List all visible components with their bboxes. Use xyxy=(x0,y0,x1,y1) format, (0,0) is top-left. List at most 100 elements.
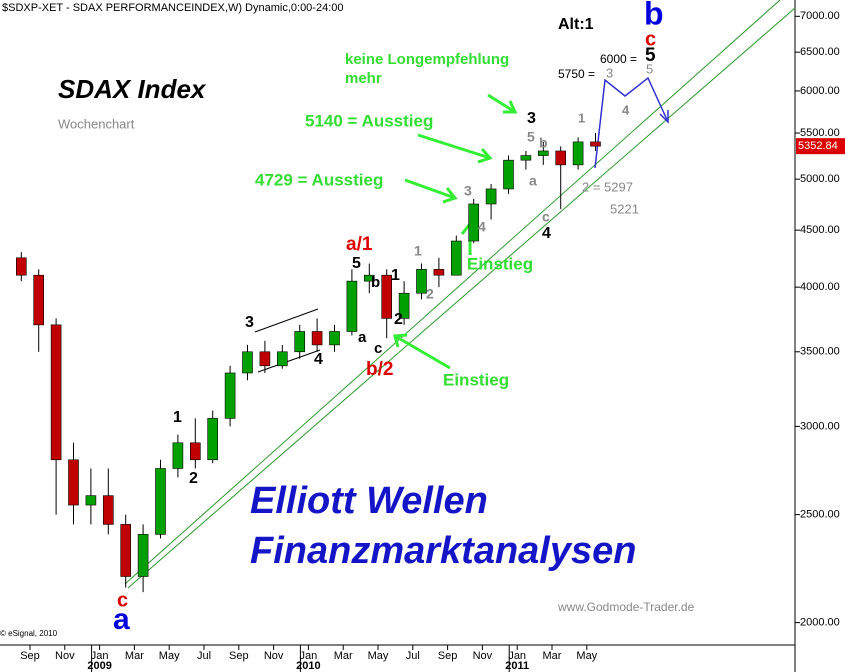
year-label: 2010 xyxy=(296,660,320,672)
x-tick-label: Nov xyxy=(473,650,493,662)
candle-body xyxy=(155,468,166,535)
y-tick-label: 4000.00 xyxy=(800,281,840,293)
y-tick-label: 5000.00 xyxy=(800,173,840,185)
candle-body xyxy=(537,150,549,156)
annotation: 3 xyxy=(606,65,613,80)
annotation: Wochenchart xyxy=(58,116,135,131)
annotation: 5 xyxy=(646,61,653,76)
candle-body xyxy=(416,269,427,294)
x-tick-label: May xyxy=(576,650,597,662)
x-tick-label: Nov xyxy=(55,650,75,662)
candle-body xyxy=(190,442,201,461)
candle-body xyxy=(242,351,253,374)
annotation: 3 xyxy=(245,314,254,331)
last-value-box xyxy=(796,138,845,155)
annotation: Alt:1 xyxy=(558,16,594,33)
y-tick-label: 3000.00 xyxy=(800,420,840,432)
x-tick-label: Jul xyxy=(197,650,211,662)
annotation: 2 xyxy=(426,286,434,302)
annotation: 5 xyxy=(527,129,535,145)
y-tick-label: 4500.00 xyxy=(800,224,840,236)
annotation: Einstieg xyxy=(467,254,533,273)
arrow xyxy=(394,334,451,370)
trend-line xyxy=(124,0,781,585)
annotation: b/2 xyxy=(366,359,393,380)
candle-body xyxy=(276,351,288,367)
annotation: c xyxy=(542,209,550,225)
annotation: b xyxy=(644,0,664,31)
y-tick-label: 2500.00 xyxy=(800,509,840,521)
annotation: 5 xyxy=(645,45,656,66)
annotation: b xyxy=(539,135,548,151)
chart-title: $SDXP-XET - SDAX PERFORMANCEINDEX,W) Dyn… xyxy=(2,2,344,14)
annotation: 5140 = Ausstieg xyxy=(305,111,433,130)
annotation: 6000 = xyxy=(600,52,637,66)
annotation: SDAX Index xyxy=(58,74,207,104)
x-tick-label: Sep xyxy=(20,650,40,662)
candle-body xyxy=(503,159,514,190)
annotation: a/1 xyxy=(346,234,373,255)
wedge-line xyxy=(257,349,321,373)
x-tick-label: May xyxy=(159,650,180,662)
candle-body xyxy=(120,524,131,577)
annotation: www.Godmode-Trader.de xyxy=(557,600,695,614)
candle-body xyxy=(450,240,462,276)
annotation: 3 xyxy=(527,110,536,127)
annotation: 4729 = Ausstieg xyxy=(255,170,383,189)
annotation: 4 xyxy=(478,219,486,235)
annotation: 4 xyxy=(622,102,630,117)
x-tick-label: May xyxy=(368,650,389,662)
candle-body xyxy=(468,203,480,242)
candle-body xyxy=(33,274,45,326)
y-tick-label: 6000.00 xyxy=(800,85,840,97)
y-tick-label: 2000.00 xyxy=(800,617,840,629)
annotation: 5750 = xyxy=(558,67,595,81)
candle-body xyxy=(555,150,567,166)
annotation: 4 xyxy=(542,225,551,242)
annotation: Einstieg xyxy=(443,370,509,389)
projection-path xyxy=(594,76,669,169)
annotation: c xyxy=(117,589,128,611)
arrow xyxy=(404,178,456,200)
annotation: 2 xyxy=(189,470,198,487)
annotation: Finanzmarktanalysen xyxy=(250,530,636,572)
annotation: 1 xyxy=(578,110,585,125)
y-tick-label: 7000.00 xyxy=(800,10,840,22)
annotation: 5 xyxy=(352,255,361,272)
annotation: 1 xyxy=(391,267,400,284)
annotation: 4 xyxy=(314,351,323,368)
x-tick-label: Jan xyxy=(508,650,526,662)
annotation: c xyxy=(374,340,382,357)
arrow xyxy=(417,133,491,160)
x-tick-label: Mar xyxy=(543,650,562,662)
last-value-label: 5352.84 xyxy=(798,140,838,152)
candle-body xyxy=(68,459,79,506)
annotation: a xyxy=(113,603,130,636)
x-tick-label: Sep xyxy=(438,650,458,662)
annotation: 2 = 5297 xyxy=(582,179,633,194)
candle-body xyxy=(346,280,358,332)
arrow-head xyxy=(477,148,493,164)
arrow-head xyxy=(442,187,458,204)
candle-body xyxy=(259,351,271,367)
arrow-head xyxy=(503,100,518,114)
candle-body xyxy=(15,257,27,276)
candle-body xyxy=(172,442,184,469)
x-tick-label: Jul xyxy=(406,650,420,662)
candle-body xyxy=(381,274,393,319)
trend-line xyxy=(127,7,796,589)
annotation: a xyxy=(529,173,537,189)
annotation: 3 xyxy=(464,183,472,199)
candle-body xyxy=(398,292,410,319)
candle-body xyxy=(50,324,62,461)
x-tick-label: Nov xyxy=(264,650,284,662)
annotation: keine Longempfehlung xyxy=(345,51,509,68)
annotation: a xyxy=(358,329,367,346)
arrow xyxy=(487,93,516,114)
x-tick-label: Mar xyxy=(125,650,144,662)
candle-body xyxy=(520,155,532,161)
annotation: c xyxy=(645,28,656,50)
candle-body xyxy=(103,495,114,525)
candle-body xyxy=(433,269,445,276)
